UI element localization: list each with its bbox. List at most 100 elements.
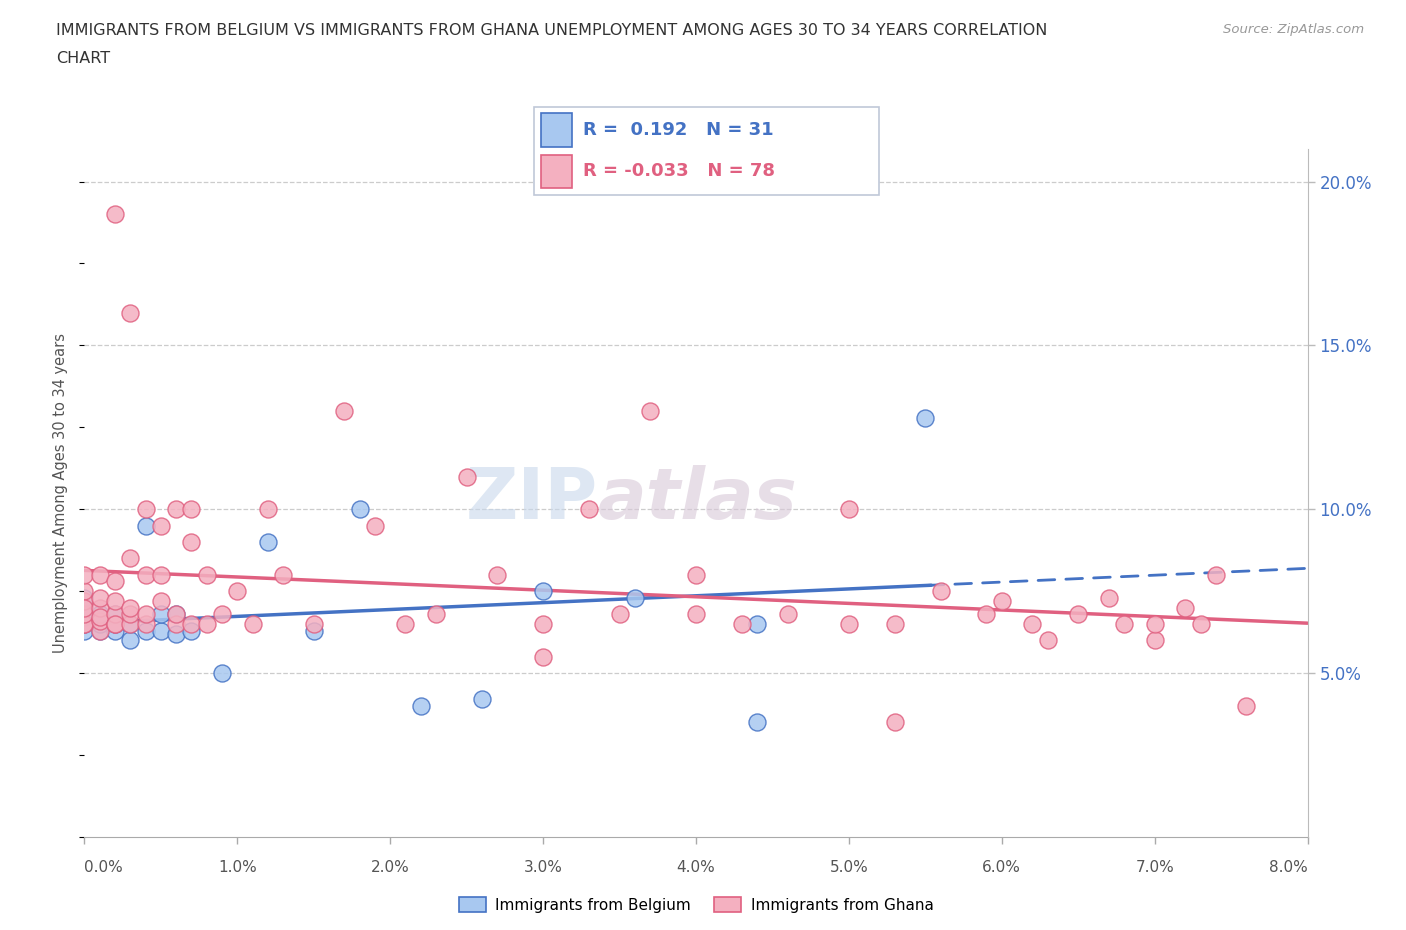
FancyBboxPatch shape (534, 107, 879, 195)
Point (89, 617, 111, 631)
Point (73, 617, 96, 631)
Point (1114, 617, 1136, 631)
Point (104, 617, 127, 631)
Point (1189, 617, 1212, 631)
Point (165, 502, 187, 517)
Point (104, 606, 127, 621)
Point (929, 584, 952, 599)
Point (914, 410, 936, 425)
Text: 2.0%: 2.0% (371, 860, 409, 875)
Point (1036, 633, 1059, 648)
Point (747, 617, 769, 631)
Point (531, 649, 554, 664)
Text: 6.0%: 6.0% (983, 860, 1021, 875)
Bar (541, 154, 572, 188)
Point (333, 404, 356, 418)
Point (149, 593, 172, 608)
Text: 1.0%: 1.0% (218, 860, 257, 875)
Point (149, 623, 172, 638)
Point (195, 617, 218, 631)
Point (120, 617, 142, 631)
Point (731, 617, 754, 631)
Point (211, 606, 233, 621)
Point (180, 535, 202, 550)
Point (73, 591, 96, 605)
Point (73, 610, 96, 625)
Point (257, 502, 280, 517)
Point (120, 606, 142, 621)
Legend: Immigrants from Belgium, Immigrants from Ghana: Immigrants from Belgium, Immigrants from… (453, 891, 939, 919)
Bar (541, 113, 572, 147)
Point (149, 606, 172, 621)
Point (135, 606, 157, 621)
Point (120, 617, 142, 631)
Text: 8.0%: 8.0% (1268, 860, 1308, 875)
Point (456, 469, 478, 484)
Text: atlas: atlas (598, 465, 797, 534)
Point (486, 567, 509, 582)
Point (104, 617, 127, 631)
Point (165, 606, 187, 621)
Point (165, 617, 187, 631)
Point (1098, 591, 1121, 605)
Text: R = -0.033   N = 78: R = -0.033 N = 78 (582, 163, 775, 180)
Point (364, 518, 387, 533)
Point (838, 502, 860, 517)
Point (883, 715, 905, 730)
Text: 7.0%: 7.0% (1135, 860, 1174, 875)
Text: 4.0%: 4.0% (676, 860, 716, 875)
Point (120, 600, 142, 615)
Point (180, 623, 202, 638)
Point (149, 567, 172, 582)
Point (1143, 633, 1166, 648)
Point (1236, 698, 1258, 713)
Point (135, 567, 157, 582)
Point (1205, 567, 1227, 582)
Point (271, 567, 294, 582)
Point (104, 593, 127, 608)
Point (883, 617, 905, 631)
Point (302, 623, 325, 638)
Text: 5.0%: 5.0% (830, 860, 869, 875)
Point (685, 567, 707, 582)
Point (104, 617, 127, 631)
Point (776, 606, 799, 621)
Point (1143, 617, 1166, 631)
Y-axis label: Unemployment Among Ages 30 to 34 years: Unemployment Among Ages 30 to 34 years (53, 333, 69, 653)
Point (180, 502, 202, 517)
Point (409, 698, 432, 713)
Point (165, 627, 187, 642)
Point (991, 593, 1014, 608)
Point (242, 617, 264, 631)
Text: R =  0.192   N = 31: R = 0.192 N = 31 (582, 121, 773, 139)
Point (257, 535, 280, 550)
Text: 3.0%: 3.0% (523, 860, 562, 875)
Point (89, 623, 111, 638)
Point (73, 617, 96, 631)
Point (624, 591, 647, 605)
Point (104, 206, 127, 221)
Point (89, 567, 111, 582)
Point (73, 623, 96, 638)
Point (120, 551, 142, 565)
Point (609, 606, 631, 621)
Point (73, 584, 96, 599)
Point (120, 633, 142, 648)
Point (1021, 617, 1043, 631)
Point (89, 613, 111, 628)
Point (89, 606, 111, 621)
Point (226, 584, 249, 599)
Point (104, 606, 127, 621)
Point (73, 600, 96, 615)
Point (104, 623, 127, 638)
Point (180, 617, 202, 631)
Point (89, 623, 111, 638)
Point (211, 666, 233, 681)
Point (531, 617, 554, 631)
Point (531, 584, 554, 599)
Point (394, 617, 416, 631)
Point (165, 606, 187, 621)
Point (349, 502, 371, 517)
Point (638, 404, 661, 418)
Point (135, 502, 157, 517)
